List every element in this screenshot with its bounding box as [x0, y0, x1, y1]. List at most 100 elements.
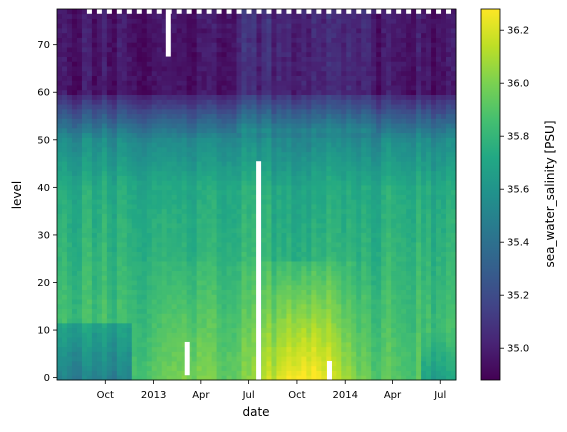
heatmap-cell	[231, 270, 237, 276]
heatmap-cell	[116, 32, 123, 38]
heatmap-cell	[161, 327, 168, 333]
heatmap-cell	[161, 28, 168, 34]
heatmap-cell	[61, 61, 68, 67]
heatmap-cell	[186, 75, 193, 81]
heatmap-cell	[271, 327, 277, 333]
heatmap-cell	[171, 270, 178, 276]
heatmap-cell	[241, 37, 247, 43]
heatmap-cell	[161, 51, 168, 57]
heatmap-cell	[181, 23, 188, 29]
heatmap-cell	[306, 332, 312, 338]
heatmap-cell	[111, 303, 118, 310]
heatmap-cell	[306, 294, 312, 300]
heatmap-cell	[131, 356, 138, 362]
heatmap-cell	[286, 170, 292, 176]
heatmap-cell	[346, 51, 352, 57]
heatmap-cell	[71, 184, 78, 191]
heatmap-cell	[121, 113, 128, 119]
heatmap-cell	[101, 218, 108, 224]
heatmap-cell	[316, 365, 322, 371]
heatmap-cell	[156, 184, 163, 191]
heatmap-cell	[291, 61, 297, 67]
heatmap-cell	[161, 242, 168, 248]
heatmap-cell	[201, 237, 208, 243]
heatmap-cell	[271, 32, 277, 38]
heatmap-cell	[91, 118, 98, 124]
heatmap-cell	[306, 85, 312, 91]
heatmap-cell	[106, 218, 113, 224]
heatmap-cell	[61, 313, 68, 319]
heatmap-cell	[61, 108, 68, 115]
heatmap-cell	[156, 80, 163, 86]
heatmap-cell	[96, 23, 103, 29]
heatmap-cell	[186, 137, 193, 143]
heatmap-cell	[131, 232, 138, 238]
heatmap-cell	[301, 194, 307, 200]
heatmap-cell	[311, 218, 317, 224]
heatmap-cell	[186, 299, 193, 305]
heatmap-cell	[196, 42, 203, 48]
heatmap-cell	[261, 28, 267, 34]
heatmap-cell	[216, 370, 222, 376]
heatmap-cell	[131, 132, 138, 138]
heatmap-cell	[161, 66, 168, 72]
heatmap-cell	[116, 284, 123, 291]
heatmap-cell	[181, 9, 188, 15]
heatmap-cell	[251, 9, 257, 15]
heatmap-cell	[111, 284, 118, 291]
heatmap-cell	[296, 375, 302, 381]
heatmap-cell	[251, 360, 257, 367]
heatmap-cell	[141, 85, 148, 91]
heatmap-cell	[246, 18, 252, 24]
heatmap-cell	[61, 365, 68, 371]
heatmap-cell	[106, 213, 113, 219]
heatmap-cell	[181, 18, 188, 24]
heatmap-cell	[316, 256, 322, 262]
heatmap-cell	[356, 251, 362, 257]
heatmap-cell	[356, 261, 362, 267]
heatmap-cell	[101, 227, 108, 233]
heatmap-cell	[176, 184, 183, 191]
heatmap-cell	[366, 199, 372, 205]
heatmap-cell	[57, 108, 63, 115]
heatmap-cell	[76, 75, 83, 81]
heatmap-cell	[81, 108, 88, 115]
heatmap-cell	[91, 108, 98, 115]
heatmap-cell	[186, 161, 193, 167]
heatmap-cell	[76, 299, 83, 305]
heatmap-cell	[131, 299, 138, 305]
heatmap-cell	[296, 199, 302, 205]
heatmap-cell	[166, 294, 173, 300]
heatmap-cell	[266, 318, 272, 324]
heatmap-cell	[236, 370, 242, 376]
heatmap-cell	[281, 47, 287, 53]
heatmap-cell	[281, 66, 287, 72]
heatmap-cell	[111, 99, 118, 105]
heatmap-cell	[211, 132, 217, 138]
heatmap-cell	[341, 75, 347, 81]
heatmap-cell	[111, 108, 118, 115]
heatmap-cell	[211, 223, 217, 229]
heatmap-cell	[331, 123, 337, 129]
heatmap-cell	[71, 42, 78, 48]
heatmap-cell	[146, 18, 153, 24]
heatmap-cell	[86, 208, 93, 214]
heatmap-cell	[221, 42, 227, 48]
heatmap-cell	[181, 51, 188, 57]
heatmap-cell	[151, 189, 158, 195]
heatmap-cell	[256, 42, 262, 48]
heatmap-cell	[301, 89, 307, 96]
heatmap-cell	[101, 261, 108, 267]
heatmap-cell	[136, 237, 143, 243]
heatmap-cell	[191, 61, 198, 67]
heatmap-cell	[161, 18, 168, 24]
heatmap-cell	[141, 127, 148, 134]
heatmap-cell	[61, 223, 68, 229]
heatmap-cell	[316, 261, 322, 267]
heatmap-cell	[346, 242, 352, 248]
heatmap-cell	[301, 47, 307, 53]
heatmap-cell	[96, 189, 103, 195]
heatmap-cell	[121, 256, 128, 262]
heatmap-cell	[91, 161, 98, 167]
heatmap-cell	[266, 375, 272, 381]
